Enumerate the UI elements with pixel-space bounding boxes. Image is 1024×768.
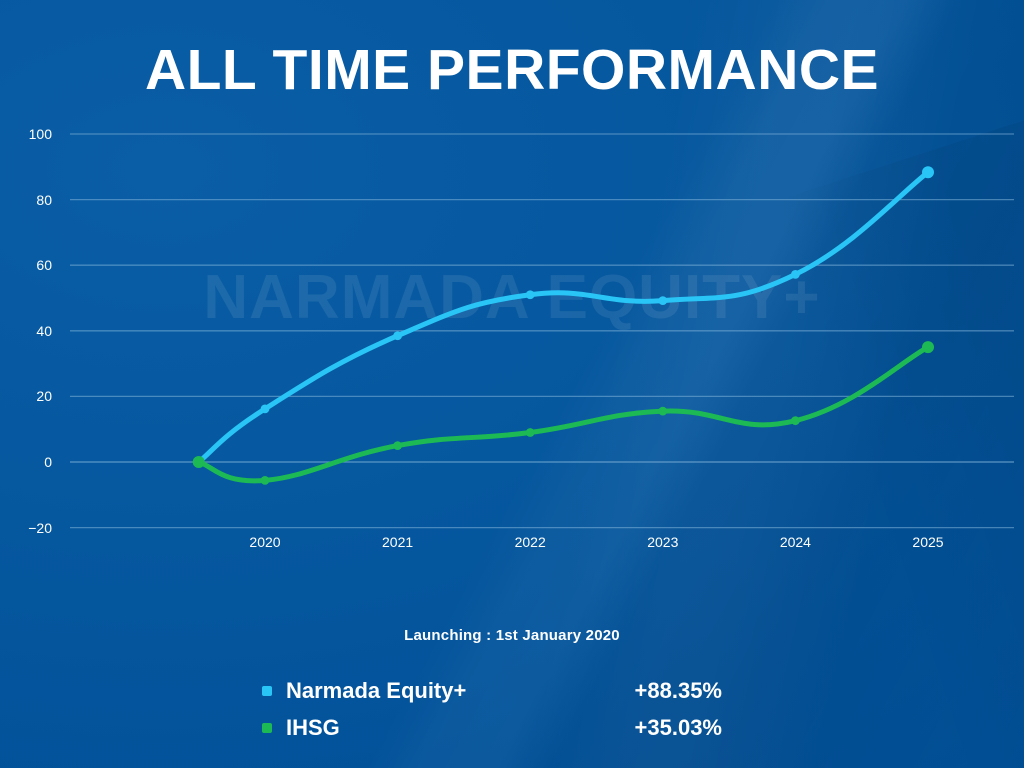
- x-axis-tick-label: 2021: [382, 534, 414, 550]
- background-light-shaft: [494, 0, 1006, 768]
- x-axis-tick-label: 2020: [249, 534, 281, 550]
- y-axis-tick-label: 40: [36, 322, 52, 339]
- square-marker-icon: [262, 685, 272, 696]
- chart-gridlines: [70, 133, 1014, 529]
- y-axis-tick-label: 80: [36, 191, 52, 208]
- y-axis-tick-label: 60: [36, 257, 52, 274]
- series-data-point: [658, 406, 668, 416]
- series-origin-point: [192, 456, 205, 468]
- legend-item-ihsg[interactable]: IHSG +35.03%: [262, 709, 722, 746]
- x-axis-tick-label: 2022: [514, 534, 546, 550]
- series-data-point: [791, 269, 800, 279]
- series-data-point: [393, 331, 402, 341]
- watermark-text: NARMADA EQUITY+: [203, 263, 821, 332]
- y-axis-tick-label: 100: [28, 126, 52, 142]
- series-line: [196, 169, 931, 465]
- launching-date-label: Launching : 1st January 2020: [404, 627, 620, 644]
- series-data-point: [791, 416, 800, 426]
- legend-item-label: IHSG: [286, 714, 340, 740]
- series-line: [196, 344, 931, 484]
- x-axis-tick-label: 2024: [779, 534, 811, 550]
- series-data-point: [393, 441, 402, 450]
- page-title: ALL TIME PERFORMANCE: [144, 38, 880, 102]
- x-axis-tick-label: 2025: [912, 534, 944, 550]
- x-axis-tick-label: 2023: [647, 534, 679, 550]
- series-data-point: [922, 341, 934, 354]
- series-data-point: [260, 404, 270, 414]
- chart-series-layer: [192, 166, 934, 485]
- series-data-point: [260, 475, 270, 485]
- legend-item-label: Narmada Equity+: [286, 677, 467, 703]
- legend-item-value: +35.03%: [634, 714, 722, 740]
- y-axis-tick-label: 0: [44, 454, 52, 470]
- legend-item-value: +88.35%: [634, 677, 722, 703]
- chart-legend: Narmada Equity+ +88.35% IHSG +35.03%: [262, 672, 722, 746]
- background-shadow-shaft: [763, 75, 1024, 768]
- square-marker-icon: [262, 722, 272, 733]
- series-data-point: [525, 290, 535, 300]
- series-data-point: [658, 296, 668, 306]
- legend-item-narmada-equity-plus[interactable]: Narmada Equity+ +88.35%: [262, 672, 722, 709]
- series-data-point: [525, 428, 535, 437]
- y-axis-tick-label: 20: [36, 388, 52, 405]
- series-data-point: [922, 166, 934, 179]
- y-axis-tick-label: −20: [28, 519, 52, 536]
